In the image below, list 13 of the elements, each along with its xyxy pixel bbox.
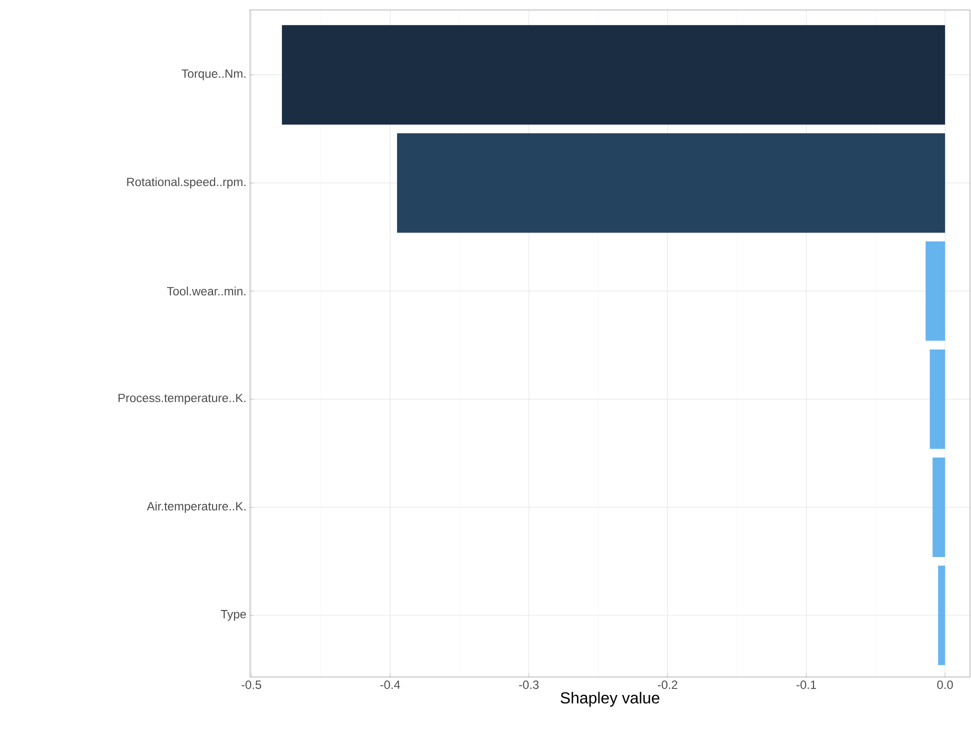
x-axis-title: Shapley value: [560, 692, 660, 707]
y-tick-label: Torque..Nm.: [182, 70, 246, 80]
y-tick-label: Rotational.speed..rpm.: [127, 177, 246, 189]
x-tick-label: -0.1: [796, 680, 816, 689]
y-tick-label: Air.temperature..K.: [146, 502, 246, 513]
y-tick-label: Type: [220, 610, 246, 621]
x-tick-label: -0.4: [380, 680, 400, 689]
y-tick-label: Process.temperature..K.: [118, 394, 246, 405]
y-tick-label: Tool.wear..min.: [167, 286, 246, 296]
x-tick-label: -0.3: [519, 680, 539, 689]
x-tick-label: -0.2: [658, 680, 678, 689]
x-tick-label: 0.0: [937, 680, 953, 689]
x-tick-label: -0.5: [242, 680, 262, 689]
